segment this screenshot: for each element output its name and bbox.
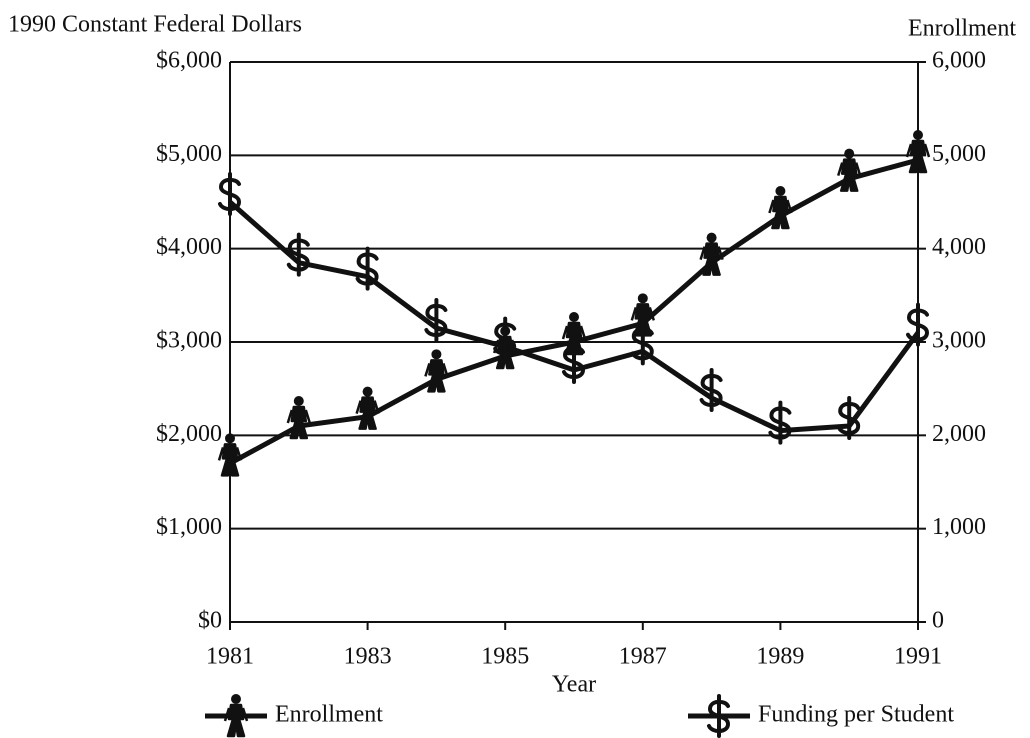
dollar-marker [218, 172, 242, 216]
person-body [768, 195, 793, 230]
dollar-glyph [218, 172, 242, 216]
y-tick-label: $1,000 [156, 514, 222, 540]
dollar-glyph [630, 321, 654, 366]
y-tick-label: $5,000 [156, 141, 222, 167]
dollar-marker [699, 368, 723, 412]
person-body [699, 242, 724, 276]
person-marker [768, 186, 793, 230]
dollar-glyph [493, 316, 517, 361]
dollar-marker [707, 694, 731, 738]
person-head [225, 433, 235, 444]
y2-axis-label: Enrollment [908, 16, 1016, 42]
x-tick-label: 1989 [756, 644, 804, 670]
person-marker [355, 386, 380, 430]
person-marker [905, 130, 931, 174]
y-tick-label: $6,000 [156, 48, 222, 74]
person-head [569, 312, 579, 322]
dollar-marker [424, 298, 448, 342]
person-body [355, 396, 380, 430]
dollar-glyph [355, 246, 379, 291]
dollar-marker [768, 400, 792, 445]
person-marker [217, 433, 243, 477]
x-tick-label: 1991 [894, 644, 942, 670]
person-body [424, 359, 449, 393]
person-marker [837, 148, 862, 192]
person-head [913, 130, 923, 140]
dollar-marker [355, 246, 379, 291]
x-axis-label: Year [552, 672, 596, 698]
person-marker [699, 232, 724, 276]
dollar-glyph [768, 400, 792, 445]
y-tick-label: $4,000 [156, 234, 222, 260]
person-head [637, 293, 648, 304]
person-body [217, 443, 243, 477]
person-head [231, 694, 241, 704]
person-head [362, 386, 373, 397]
dollar-marker [906, 302, 930, 347]
dollar-glyph [562, 340, 586, 384]
dollar-marker [493, 316, 517, 361]
dollar-glyph [286, 232, 310, 277]
y-tick-label: $3,000 [156, 328, 222, 354]
y2-tick-label: 1,000 [932, 514, 986, 540]
dollar-glyph [699, 368, 723, 412]
person-marker [424, 349, 449, 393]
person-body [905, 139, 931, 174]
x-tick-label: 1983 [344, 644, 392, 670]
person-body [561, 321, 587, 356]
person-marker [286, 396, 311, 440]
dollar-marker [630, 321, 654, 366]
person-head [293, 396, 304, 406]
person-marker [561, 312, 587, 356]
y2-tick-label: 4,000 [932, 234, 986, 260]
x-tick-label: 1981 [206, 644, 254, 670]
legend-label: Funding per Student [758, 702, 954, 728]
person-body [837, 158, 862, 192]
dollar-glyph [424, 298, 448, 342]
y2-tick-label: 3,000 [932, 328, 986, 354]
person-marker [223, 694, 249, 738]
dollar-marker [286, 232, 310, 277]
x-tick-label: 1987 [619, 644, 667, 670]
y2-tick-label: 5,000 [932, 141, 986, 167]
dollar-glyph [837, 396, 861, 440]
legend-label: Enrollment [275, 702, 383, 728]
y2-tick-label: 2,000 [932, 421, 986, 447]
y-tick-label: $0 [198, 608, 222, 634]
dollar-glyph [906, 302, 930, 347]
y-axis-label: 1990 Constant Federal Dollars [8, 12, 302, 38]
x-tick-label: 1985 [481, 644, 529, 670]
y-tick-label: $2,000 [156, 421, 222, 447]
y2-tick-label: 6,000 [932, 48, 986, 74]
series-line [228, 157, 919, 466]
person-head [775, 186, 786, 196]
person-head [844, 148, 855, 159]
dollar-marker [837, 396, 861, 440]
person-body [223, 703, 249, 738]
dollar-marker [562, 340, 586, 384]
dollar-glyph [707, 694, 731, 738]
person-head [706, 232, 717, 243]
person-body [286, 405, 311, 440]
person-head [431, 349, 442, 360]
y2-tick-label: 0 [932, 608, 944, 634]
